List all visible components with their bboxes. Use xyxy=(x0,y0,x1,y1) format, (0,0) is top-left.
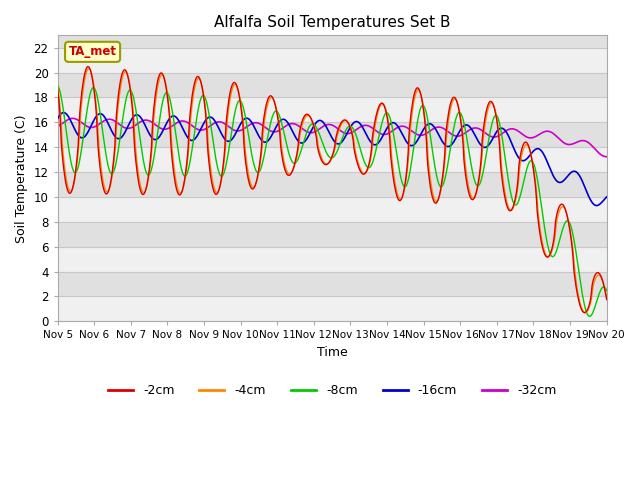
Bar xyxy=(58,147,607,172)
Bar xyxy=(58,272,607,296)
Legend: -2cm, -4cm, -8cm, -16cm, -32cm: -2cm, -4cm, -8cm, -16cm, -32cm xyxy=(103,379,561,402)
Bar xyxy=(58,72,607,97)
Bar xyxy=(58,296,607,321)
Bar xyxy=(58,172,607,197)
Bar xyxy=(58,222,607,247)
Bar xyxy=(58,122,607,147)
Y-axis label: Soil Temperature (C): Soil Temperature (C) xyxy=(15,114,28,242)
Title: Alfalfa Soil Temperatures Set B: Alfalfa Soil Temperatures Set B xyxy=(214,15,451,30)
Bar xyxy=(58,97,607,122)
Text: TA_met: TA_met xyxy=(68,45,116,59)
X-axis label: Time: Time xyxy=(317,346,348,359)
Bar xyxy=(58,48,607,72)
Bar xyxy=(58,23,607,48)
Bar xyxy=(58,247,607,272)
Bar xyxy=(58,197,607,222)
